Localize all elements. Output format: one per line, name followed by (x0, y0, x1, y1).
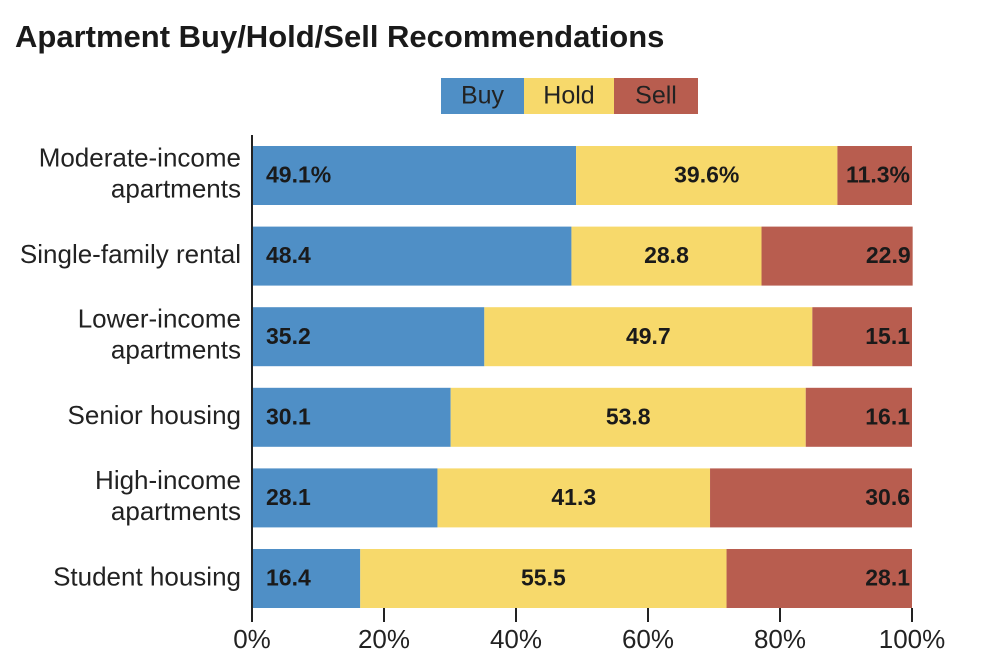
value-label: 30.6 (865, 484, 910, 510)
legend-swatch (524, 78, 614, 114)
value-label: 15.1 (865, 323, 910, 349)
x-tick-label: 40% (490, 624, 542, 654)
value-label: 49.7 (626, 323, 671, 349)
legend-swatch (614, 78, 698, 114)
value-label: 35.2 (266, 323, 311, 349)
bar-segment (252, 387, 451, 447)
chart-title: Apartment Buy/Hold/Sell Recommendations (15, 19, 664, 54)
value-label: 39.6% (674, 162, 739, 188)
x-tick-label: 100% (879, 624, 946, 654)
bar-segment (837, 146, 912, 205)
value-label: 16.4 (266, 565, 311, 591)
value-label: 49.1% (266, 162, 331, 188)
bar-segment (812, 307, 912, 367)
bar-segment (252, 307, 485, 367)
value-label: 28.8 (644, 242, 689, 268)
value-label: 11.3% (846, 162, 910, 188)
bar-segment (252, 226, 572, 286)
category-label: Moderate-income apartments (39, 142, 241, 203)
bar-segment (805, 387, 912, 447)
legend-label: Hold (543, 82, 594, 110)
bar-segment (252, 549, 361, 608)
value-label: 28.1 (865, 565, 910, 591)
x-tick-label: 0% (233, 624, 271, 654)
value-label: 22.9 (866, 242, 911, 268)
value-label: 28.1 (266, 484, 311, 510)
value-label: 53.8 (606, 403, 651, 429)
x-tick-label: 80% (754, 624, 806, 654)
category-label: Single-family rental (20, 239, 241, 269)
value-label: 16.1 (865, 403, 910, 429)
legend-label: Buy (461, 82, 505, 110)
bar-segment (726, 549, 912, 608)
value-label: 55.5 (521, 565, 566, 591)
bar-segment (252, 146, 577, 205)
x-tick-label: 20% (358, 624, 410, 654)
category-label: Lower-income apartments (78, 304, 241, 365)
bar-segment (576, 146, 838, 205)
category-label: High-income apartments (95, 465, 241, 526)
x-tick-label: 60% (622, 624, 674, 654)
bar-segment (252, 468, 438, 528)
bar-segment (360, 549, 727, 608)
value-label: 48.4 (266, 242, 311, 268)
bar-segment (437, 468, 711, 528)
legend-swatch (441, 78, 524, 114)
bar-segment (450, 387, 806, 447)
legend-label: Sell (635, 82, 677, 110)
category-label: Student housing (53, 561, 241, 591)
value-label: 30.1 (266, 403, 311, 429)
category-label: Senior housing (68, 400, 241, 430)
value-label: 41.3 (551, 484, 596, 510)
bar-segment (761, 226, 913, 286)
bar-segment (484, 307, 813, 367)
bar-segment (710, 468, 912, 528)
bar-segment (571, 226, 762, 286)
